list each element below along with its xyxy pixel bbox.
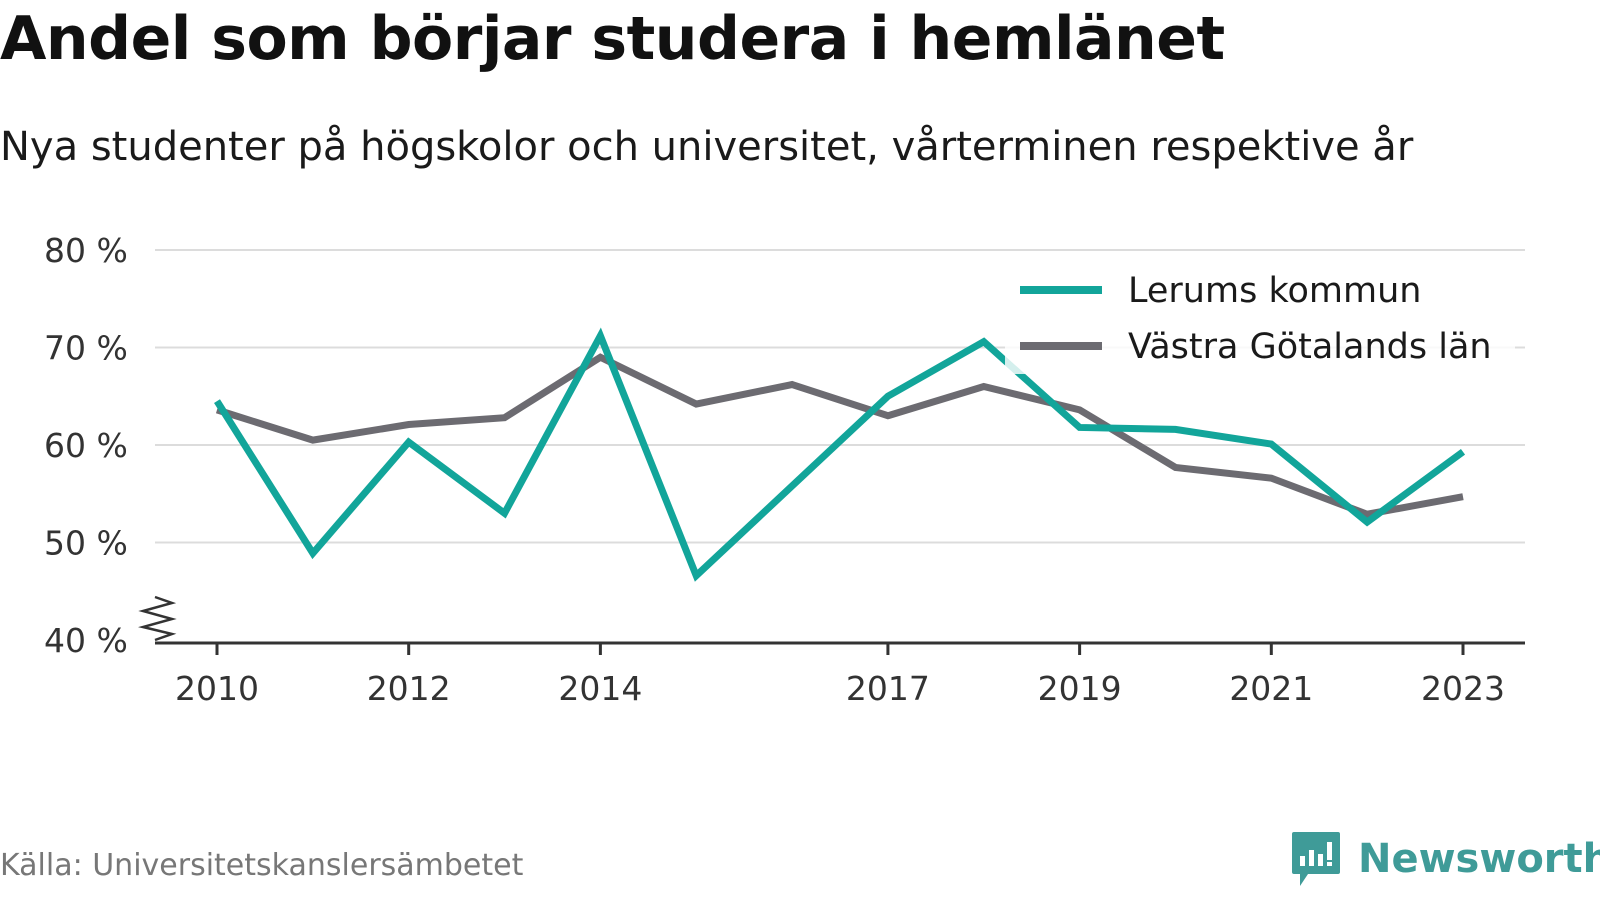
- series-lines: [214, 327, 1466, 582]
- x-tick-label: 2014: [558, 669, 642, 708]
- chart-subtitle: Nya studenter på högskolor och universit…: [0, 124, 1414, 170]
- source-note: Källa: Universitetskanslersämbetet: [0, 848, 524, 883]
- chart-title: Andel som börjar studera i hemlänet: [0, 4, 1225, 74]
- y-tick-label: 50 %: [44, 524, 128, 563]
- x-tick-label: 2017: [846, 669, 930, 708]
- axis-break-marker: [138, 595, 177, 642]
- x-tick-label: 2021: [1229, 669, 1313, 708]
- x-tick-label: 2012: [367, 669, 451, 708]
- y-tick-label: 40 %: [44, 621, 128, 660]
- x-tick-label: 2010: [175, 669, 259, 708]
- brand-logo: Newsworthy: [1290, 830, 1600, 888]
- x-tick-label: 2019: [1038, 669, 1122, 708]
- legend-background: [1005, 262, 1515, 374]
- x-axis: 2010 2012 2014 2017 2019 2021 2023: [138, 595, 1525, 708]
- y-axis-ticks: 40 % 50 % 60 % 70 % 80 %: [44, 231, 128, 660]
- legend-label: Västra Götalands län: [1128, 327, 1492, 367]
- y-tick-label: 70 %: [44, 329, 128, 368]
- series-line: [215, 353, 1464, 518]
- x-tick-label: 2023: [1421, 669, 1505, 708]
- legend: Lerums kommun Västra Götalands län: [1005, 262, 1515, 374]
- series-line: [214, 327, 1466, 582]
- legend-label: Lerums kommun: [1128, 271, 1421, 311]
- brand-name: Newsworthy: [1358, 836, 1600, 882]
- y-tick-label: 60 %: [44, 426, 128, 465]
- newsworthy-logo-icon: [1292, 832, 1340, 886]
- y-tick-label: 80 %: [44, 231, 128, 270]
